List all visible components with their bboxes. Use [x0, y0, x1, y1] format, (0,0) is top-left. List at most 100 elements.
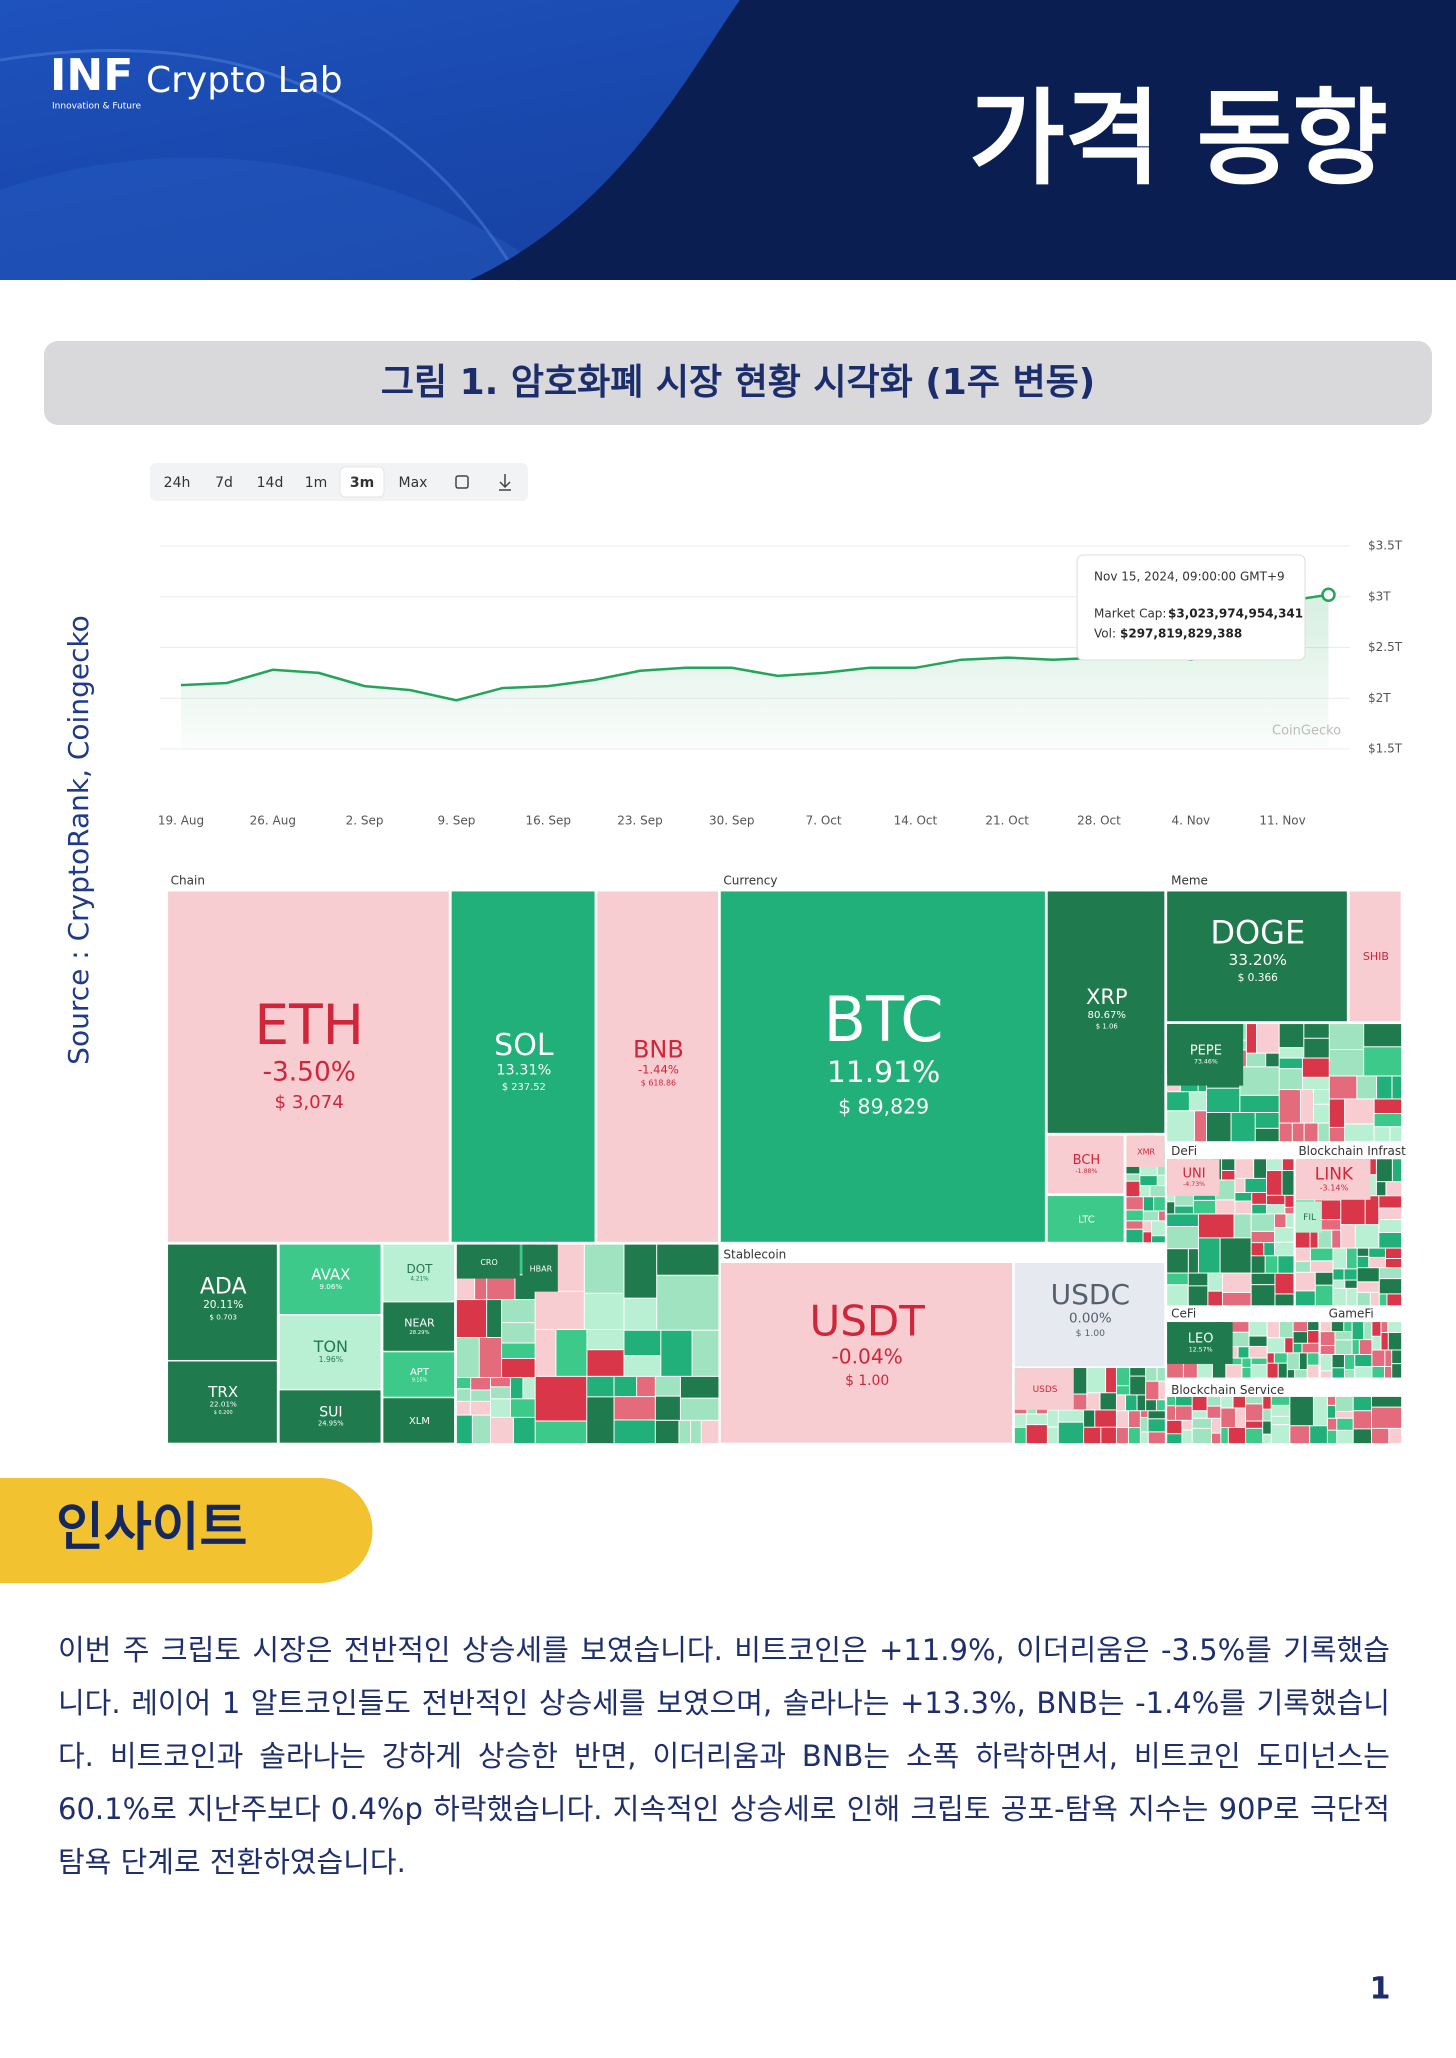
- mosaic-cell: [1278, 1363, 1287, 1378]
- group-label: GameFi: [1329, 1307, 1374, 1321]
- mosaic-cell: [456, 1401, 470, 1415]
- range-button[interactable]: 7d: [215, 475, 233, 491]
- mosaic-cell: [1285, 1338, 1293, 1353]
- mosaic-cell: [1267, 1363, 1278, 1378]
- tile-name: APT: [410, 1367, 430, 1378]
- mosaic-cell: [1335, 1340, 1352, 1355]
- mosaic-cell: [1379, 1220, 1402, 1232]
- mosaic-cell: [661, 1330, 692, 1376]
- mosaic-cell: [1192, 1418, 1212, 1428]
- mosaic-cell: [1392, 1350, 1402, 1364]
- x-tick-label: 4. Nov: [1171, 814, 1210, 828]
- mosaic-cell: [1279, 1024, 1304, 1048]
- mosaic-cell: [1267, 1159, 1282, 1171]
- mosaic-cell: [1167, 1092, 1189, 1111]
- mosaic-cell: [1274, 1353, 1287, 1363]
- range-button[interactable]: 3m: [350, 475, 374, 491]
- tile-name: USDS: [1033, 1385, 1058, 1395]
- mosaic-cell: [1271, 1425, 1290, 1444]
- mosaic-cell: [584, 1293, 624, 1329]
- mosaic-cell: [1374, 1127, 1390, 1142]
- mosaic-cell: [1167, 1111, 1194, 1142]
- calendar-icon[interactable]: [455, 475, 469, 489]
- mosaic-cell: [1392, 1076, 1402, 1099]
- x-tick-label: 28. Oct: [1077, 814, 1121, 828]
- x-tick-label: 11. Nov: [1259, 814, 1305, 828]
- mosaic-cell: [1267, 1195, 1285, 1205]
- range-button[interactable]: 1m: [305, 475, 328, 491]
- mosaic-cell: [1336, 1411, 1353, 1418]
- mosaic-cell: [1143, 1232, 1152, 1243]
- mosaic-cell: [1207, 1406, 1221, 1418]
- tile-name: UNI: [1183, 1166, 1206, 1181]
- mosaic-cell: [1379, 1232, 1402, 1248]
- insight-pill: [0, 1478, 373, 1583]
- tile-change: -1.88%: [1075, 1168, 1097, 1175]
- mosaic-cell: [513, 1417, 535, 1444]
- mosaic-cell: [1357, 1256, 1369, 1268]
- mosaic-cell: [1106, 1368, 1116, 1393]
- tile-name: TRX: [207, 1383, 238, 1401]
- mosaic-cell: [1167, 1214, 1198, 1227]
- mosaic-cell: [1222, 1273, 1251, 1292]
- mosaic-cell: [1146, 1381, 1159, 1400]
- mosaic-cell: [523, 1377, 535, 1399]
- mosaic-cell: [1315, 1220, 1341, 1230]
- mosaic-cell: [1188, 1249, 1198, 1273]
- tile-change: 13.31%: [496, 1062, 551, 1078]
- mosaic-cell: [1235, 1159, 1254, 1178]
- mosaic-cell: [1263, 1434, 1271, 1444]
- tile: [720, 891, 1045, 1242]
- mosaic-cell: [1116, 1411, 1129, 1428]
- mosaic-cell: [1126, 1395, 1137, 1411]
- mosaic-cell: [1159, 1211, 1165, 1221]
- mosaic-cell: [1344, 1355, 1355, 1369]
- mosaic-cell: [1329, 1099, 1345, 1127]
- mosaic-cell: [1315, 1285, 1333, 1306]
- mosaic-cell: [1242, 1358, 1251, 1367]
- mosaic-cell: [1379, 1294, 1387, 1306]
- mosaic-cell: [1130, 1376, 1146, 1395]
- download-icon[interactable]: [499, 474, 511, 491]
- mosaic-cell: [1189, 1092, 1207, 1111]
- mosaic-cell: [1279, 1090, 1300, 1123]
- mosaic-cell: [1333, 1288, 1346, 1306]
- range-button[interactable]: Max: [399, 475, 428, 491]
- mosaic-cell: [1140, 1176, 1157, 1186]
- mosaic-cell: [1014, 1427, 1026, 1444]
- tile-name: LTC: [1078, 1215, 1095, 1226]
- mosaic-cell: [1175, 1195, 1193, 1206]
- mosaic-cell: [1140, 1186, 1150, 1197]
- mosaic-cell: [624, 1244, 657, 1298]
- tile-name: ETH: [254, 993, 364, 1057]
- caption-box: [44, 341, 1432, 425]
- mosaic-cell: [1167, 1285, 1188, 1306]
- mosaic-cell: [1313, 1104, 1329, 1123]
- mosaic-cell: [1327, 1430, 1337, 1444]
- y-tick-label: $2T: [1368, 691, 1391, 705]
- tile-name: NEAR: [404, 1316, 435, 1329]
- mosaic-cell: [1295, 1291, 1315, 1306]
- mosaic-cell: [1344, 1322, 1352, 1332]
- mosaic-cell: [1198, 1214, 1234, 1238]
- mosaic-cell: [1329, 1076, 1357, 1099]
- mosaic-cell: [1167, 1273, 1188, 1285]
- mosaic-cell: [701, 1420, 719, 1444]
- tile-change: -0.04%: [832, 1344, 903, 1368]
- mosaic-cell: [1251, 1231, 1275, 1243]
- mosaic-cell: [1208, 1273, 1222, 1291]
- mosaic-cell: [1251, 1243, 1264, 1256]
- mosaic-cell: [502, 1323, 535, 1343]
- mosaic-cell: [1331, 1322, 1344, 1332]
- mosaic-cell: [1287, 1370, 1295, 1378]
- mosaic-cell: [1332, 1355, 1344, 1368]
- range-button[interactable]: 14d: [257, 475, 284, 491]
- mosaic-cell: [1376, 1159, 1392, 1182]
- range-button[interactable]: 24h: [164, 475, 191, 491]
- x-tick-label: 7. Oct: [806, 814, 842, 828]
- mosaic-cell: [1282, 1159, 1294, 1171]
- mosaic-cell: [1192, 1428, 1212, 1444]
- mosaic-cell: [1264, 1243, 1275, 1256]
